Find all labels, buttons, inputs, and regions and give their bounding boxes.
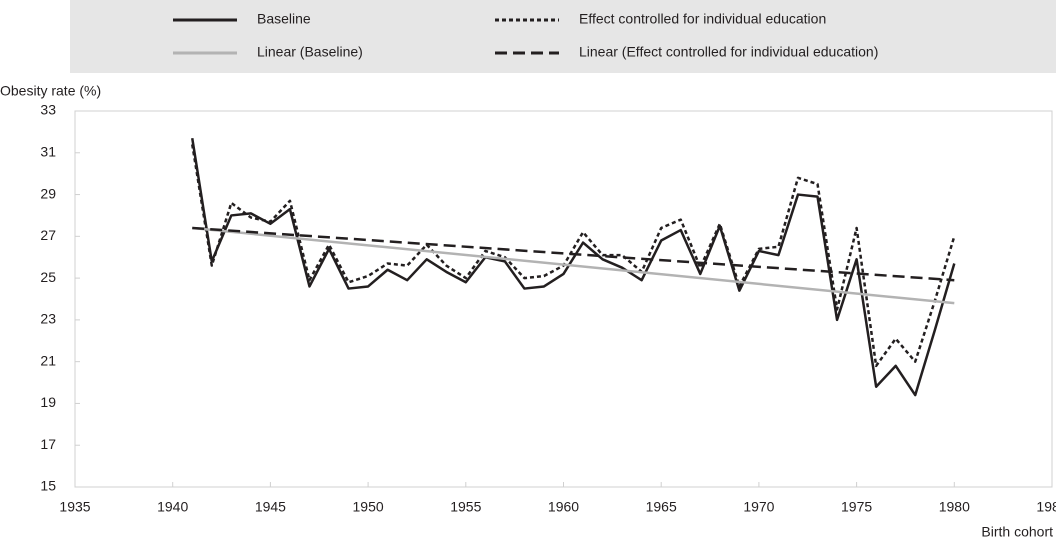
series-line [191, 137, 956, 397]
legend-box [70, 0, 1056, 73]
legend-label: Effect controlled for individual educati… [579, 11, 826, 27]
x-tick-label: 1935 [59, 499, 90, 515]
y-tick-label: 23 [40, 311, 56, 327]
x-axis-label: Birth cohort [981, 524, 1053, 540]
y-tick-label: 21 [40, 352, 56, 368]
x-tick-label: 1980 [939, 499, 970, 515]
y-tick-label: 25 [40, 269, 56, 285]
y-tick-label: 19 [40, 394, 56, 410]
x-tick-label: 1965 [646, 499, 677, 515]
y-tick-label: 27 [40, 227, 56, 243]
x-tick-label: 1950 [353, 499, 384, 515]
x-tick-label: 1960 [548, 499, 579, 515]
x-tick-label: 1970 [743, 499, 774, 515]
y-tick-label: 31 [40, 143, 56, 159]
x-tick-label: 1940 [157, 499, 188, 515]
x-tick-label: 1985 [1036, 499, 1056, 515]
series-line [192, 226, 955, 282]
y-axis-label: Obesity rate (%) [0, 83, 101, 99]
y-tick-label: 29 [40, 185, 56, 201]
x-tick-label: 1955 [450, 499, 481, 515]
series-line [192, 226, 955, 305]
y-tick-label: 17 [40, 436, 56, 452]
legend-label: Linear (Baseline) [257, 44, 363, 60]
y-tick-label: 15 [40, 478, 56, 494]
legend-label: Linear (Effect controlled for individual… [579, 44, 878, 60]
x-tick-label: 1945 [255, 499, 286, 515]
plot-area [74, 110, 1053, 488]
series-line [191, 144, 956, 368]
legend-label: Baseline [257, 11, 311, 27]
y-tick-label: 33 [40, 102, 56, 118]
x-tick-label: 1975 [841, 499, 872, 515]
